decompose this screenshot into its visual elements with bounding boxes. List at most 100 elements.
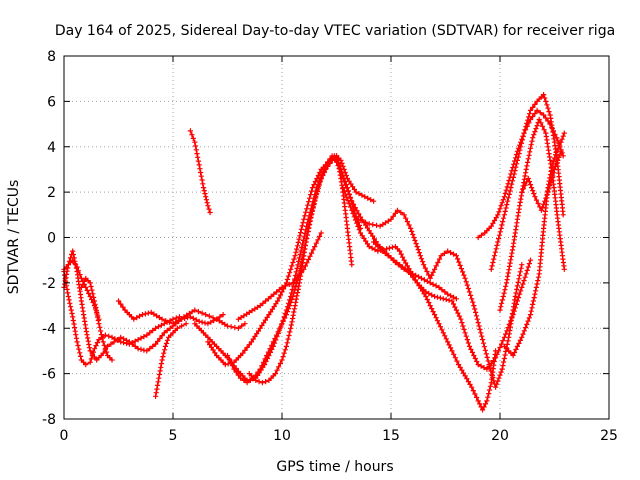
data-point-marker	[295, 239, 301, 245]
data-point-marker	[271, 291, 277, 297]
data-point-marker	[354, 208, 360, 214]
data-point-marker	[287, 270, 293, 276]
data-point-marker	[284, 276, 291, 283]
data-point-marker	[433, 283, 439, 289]
data-point-marker	[420, 259, 426, 265]
data-point-marker	[523, 271, 529, 277]
data-point-marker	[497, 344, 503, 351]
data-point-marker	[490, 358, 497, 364]
data-point-marker	[513, 227, 519, 233]
data-point-marker	[511, 240, 517, 246]
data-point-marker	[512, 233, 518, 239]
data-point-marker	[261, 320, 267, 326]
data-point-marker	[132, 338, 138, 344]
data-point-marker	[341, 179, 347, 185]
data-point-marker	[199, 319, 205, 325]
data-point-marker	[159, 316, 165, 322]
data-point-marker	[471, 303, 477, 309]
data-point-marker	[511, 171, 517, 177]
data-point-marker	[153, 341, 159, 347]
data-point-marker	[82, 318, 88, 324]
data-point-marker	[212, 350, 218, 356]
data-point-marker	[281, 350, 287, 356]
data-point-marker	[187, 128, 193, 134]
data-point-marker	[289, 296, 295, 303]
data-point-marker	[488, 368, 494, 374]
data-point-marker	[204, 200, 210, 206]
x-tick-label: 0	[60, 428, 69, 444]
data-point-marker	[391, 257, 397, 263]
data-point-marker	[499, 222, 505, 228]
data-point-marker	[535, 200, 541, 207]
data-point-marker	[302, 213, 308, 219]
data-point-marker	[377, 223, 383, 229]
data-point-marker	[279, 289, 285, 295]
data-point-marker	[357, 230, 364, 236]
data-point-marker	[400, 254, 406, 260]
data-point-marker	[477, 326, 483, 332]
data-point-marker	[248, 339, 255, 345]
data-point-marker	[506, 191, 512, 197]
x-tick-label: 20	[491, 428, 509, 444]
data-point-marker	[350, 210, 356, 217]
data-point-marker	[538, 207, 544, 213]
y-tick-label: 2	[47, 185, 56, 201]
data-point-marker	[499, 200, 505, 206]
data-point-marker	[456, 361, 462, 368]
data-point-marker	[516, 276, 522, 282]
data-point-marker	[78, 284, 84, 290]
data-point-marker	[497, 372, 503, 378]
data-point-marker	[162, 343, 168, 349]
data-point-marker	[270, 339, 276, 345]
data-point-marker	[501, 290, 507, 296]
data-point-marker	[301, 216, 307, 222]
data-point-marker	[541, 127, 547, 133]
data-point-marker	[262, 317, 268, 323]
data-point-marker	[137, 313, 143, 319]
data-point-marker	[551, 155, 558, 161]
data-point-marker	[502, 190, 508, 196]
data-point-marker	[252, 306, 258, 312]
data-point-marker	[496, 236, 502, 242]
data-point-marker	[271, 303, 277, 310]
grid	[64, 56, 609, 419]
data-point-marker	[80, 281, 86, 287]
data-point-marker	[408, 271, 414, 277]
data-point-marker	[302, 263, 308, 269]
data-point-marker	[437, 324, 443, 330]
data-point-marker	[121, 340, 127, 346]
data-point-marker	[533, 126, 539, 132]
series-pass-d	[78, 275, 115, 363]
data-point-marker	[468, 292, 474, 298]
data-point-marker	[283, 283, 289, 289]
data-point-marker	[510, 174, 516, 180]
data-point-marker	[262, 356, 268, 362]
data-point-marker	[519, 189, 525, 195]
data-point-marker	[313, 240, 319, 246]
data-point-marker	[413, 241, 419, 247]
data-point-marker	[67, 300, 73, 306]
data-point-marker	[514, 283, 520, 289]
data-point-marker	[260, 300, 266, 306]
data-point-marker	[479, 333, 485, 339]
data-point-marker	[445, 339, 451, 345]
data-point-marker	[490, 374, 496, 381]
data-point-marker	[534, 281, 540, 287]
data-point-marker	[459, 320, 465, 326]
data-point-marker	[398, 209, 404, 216]
data-point-marker	[450, 251, 457, 257]
data-point-marker	[333, 156, 339, 162]
data-point-marker	[436, 256, 443, 262]
data-point-marker	[462, 373, 468, 379]
data-point-marker	[528, 142, 534, 148]
data-point-marker	[289, 263, 295, 269]
data-point-marker	[478, 330, 484, 336]
data-point-marker	[469, 349, 475, 356]
data-point-marker	[362, 194, 368, 200]
data-point-marker	[514, 157, 520, 163]
data-point-marker	[244, 311, 250, 317]
data-point-marker	[88, 356, 94, 362]
data-point-marker	[515, 154, 521, 160]
data-point-marker	[339, 172, 345, 178]
data-point-marker	[439, 327, 445, 333]
